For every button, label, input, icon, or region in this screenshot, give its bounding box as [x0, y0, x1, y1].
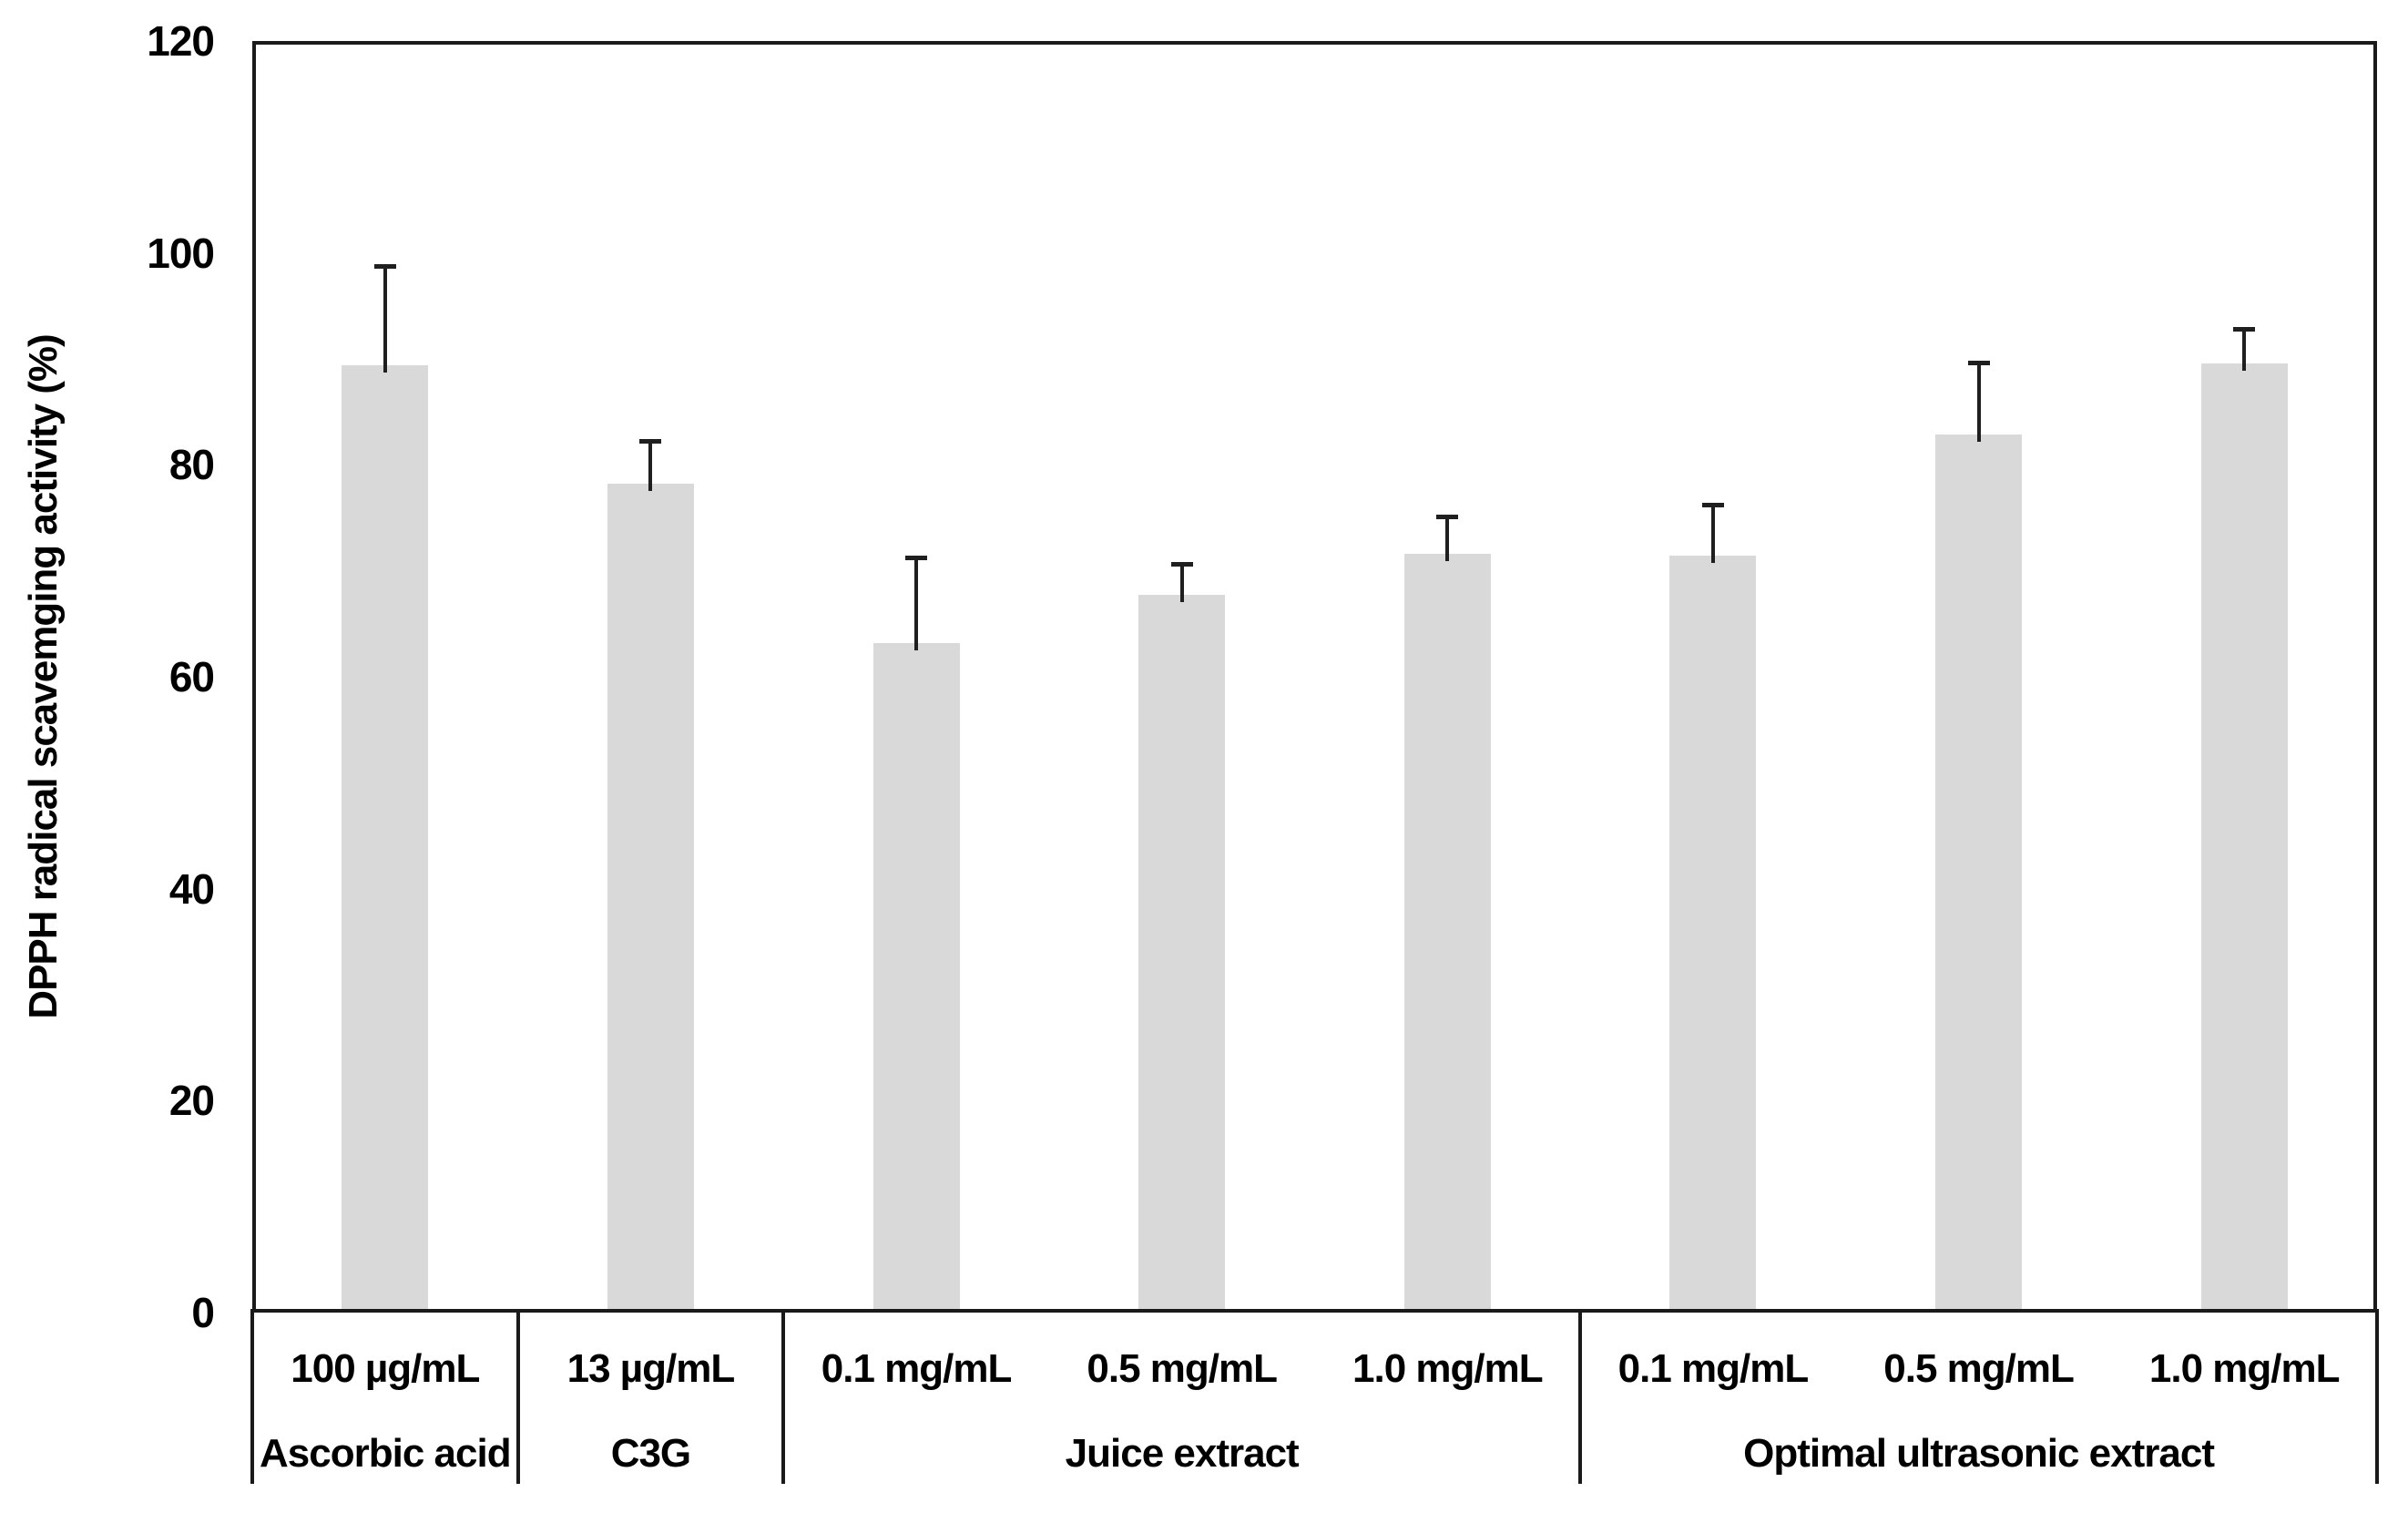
- error-bar-stem: [1710, 506, 1715, 564]
- concentration-label: 0.5 mg/mL: [1883, 1346, 2075, 1391]
- bar: [1669, 556, 1757, 1309]
- error-bar-stem: [1445, 517, 1450, 562]
- error-bar-cap: [373, 263, 396, 269]
- error-bar-stem: [914, 558, 919, 650]
- concentration-label: 1.0 mg/mL: [2148, 1346, 2341, 1391]
- y-tick-label: 0: [191, 1289, 215, 1336]
- bar: [607, 484, 694, 1309]
- concentration-label: 0.5 mg/mL: [1087, 1346, 1278, 1391]
- bar: [872, 642, 960, 1309]
- y-tick-label: 40: [168, 864, 215, 913]
- concentration-label: 0.1 mg/mL: [1617, 1346, 1810, 1391]
- concentration-label: 100 µg/mL: [291, 1346, 480, 1391]
- error-bar-cap: [1701, 502, 1724, 507]
- y-tick-label: 100: [147, 229, 215, 277]
- bar: [1403, 554, 1491, 1309]
- error-bar-stem: [383, 267, 387, 373]
- error-bar-cap: [639, 438, 662, 444]
- error-bar-stem: [1976, 363, 1981, 442]
- bar: [1935, 434, 2023, 1309]
- y-tick-label: 80: [168, 441, 215, 489]
- bar: [1138, 595, 1226, 1309]
- plot-area: [252, 41, 2377, 1313]
- error-bar-stem: [1179, 565, 1184, 603]
- group-label: Ascorbic acid: [260, 1431, 512, 1476]
- category-divider-line: [2375, 1309, 2379, 1484]
- error-bar-cap: [1967, 360, 1990, 365]
- category-divider-line: [781, 1309, 786, 1484]
- error-bar-cap: [1170, 561, 1193, 567]
- bar: [342, 364, 429, 1309]
- category-divider-line: [515, 1309, 520, 1484]
- y-tick-label: 120: [147, 17, 215, 65]
- category-divider-line: [1578, 1309, 1583, 1484]
- bar: [2200, 363, 2288, 1309]
- y-tick-label: 60: [168, 653, 215, 700]
- y-tick-label: 20: [168, 1077, 215, 1125]
- error-bar-cap: [2233, 326, 2256, 332]
- error-bar-stem: [648, 442, 653, 492]
- group-label: Optimal ultrasonic extract: [1743, 1431, 2215, 1476]
- concentration-label: 0.1 mg/mL: [821, 1346, 1013, 1391]
- error-bar-stem: [2242, 330, 2247, 371]
- concentration-label: 13 µg/mL: [566, 1346, 736, 1391]
- error-bar-cap: [1436, 514, 1459, 519]
- group-label: Juice extract: [1065, 1431, 1300, 1476]
- concentration-label: 1.0 mg/mL: [1352, 1346, 1544, 1391]
- error-bar-cap: [905, 555, 928, 560]
- category-divider-line: [250, 1309, 254, 1484]
- group-label: C3G: [610, 1431, 691, 1476]
